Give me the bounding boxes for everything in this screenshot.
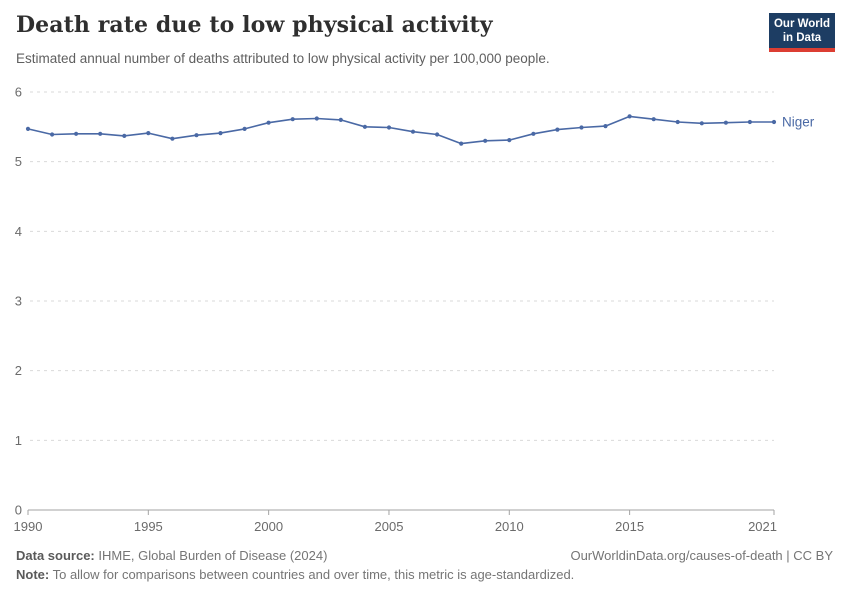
data-point xyxy=(218,131,223,136)
y-axis-label: 5 xyxy=(15,154,22,169)
x-axis-label: 2015 xyxy=(615,519,644,534)
data-point xyxy=(290,117,295,122)
owid-logo[interactable]: Our World in Data xyxy=(769,13,835,52)
data-point xyxy=(362,124,367,129)
x-axis-label: 2005 xyxy=(375,519,404,534)
note-value: To allow for comparisons between countri… xyxy=(49,567,575,582)
owid-logo-red-bar xyxy=(769,48,835,52)
owid-logo-line2: in Data xyxy=(782,32,822,44)
y-axis-label: 1 xyxy=(15,433,22,448)
data-point xyxy=(146,131,151,136)
data-point xyxy=(603,124,608,129)
data-point xyxy=(723,120,729,125)
data-point xyxy=(627,114,632,119)
x-axis-label: 1990 xyxy=(14,519,43,534)
x-axis-label: 1995 xyxy=(134,519,163,534)
x-axis-label: 2000 xyxy=(254,519,283,534)
data-point xyxy=(25,126,31,131)
note-text: Note: To allow for comparisons between c… xyxy=(16,567,574,582)
data-point xyxy=(314,116,319,121)
data-point xyxy=(459,141,464,146)
data-point xyxy=(410,129,416,134)
page-title: Death rate due to low physical activity xyxy=(16,12,493,38)
y-axis-label: 3 xyxy=(15,294,22,309)
data-point xyxy=(98,131,103,136)
data-point xyxy=(675,119,680,125)
data-point xyxy=(266,120,271,125)
data-line xyxy=(27,115,775,145)
owid-url-link[interactable]: OurWorldinData.org/causes-of-death | CC … xyxy=(570,548,833,563)
data-point xyxy=(194,133,199,138)
x-axis-label: 2021 xyxy=(748,519,777,534)
data-point xyxy=(555,127,560,132)
owid-logo-text: Our World in Data xyxy=(769,13,835,48)
data-point xyxy=(651,117,656,122)
data-point xyxy=(338,117,343,122)
y-axis-label: 6 xyxy=(15,85,22,100)
series-label: Niger xyxy=(782,114,815,129)
data-point xyxy=(579,125,584,130)
data-point xyxy=(531,131,536,136)
data-point xyxy=(483,138,488,143)
data-point xyxy=(122,133,127,138)
data-point xyxy=(771,119,777,125)
data-point xyxy=(699,121,704,126)
data-point xyxy=(747,119,753,125)
data-source-text: Data source: IHME, Global Burden of Dise… xyxy=(16,548,327,563)
data-point xyxy=(170,136,175,141)
data-point xyxy=(386,125,392,130)
data-source-value: IHME, Global Burden of Disease (2024) xyxy=(94,548,328,563)
chart-subtitle: Estimated annual number of deaths attrib… xyxy=(16,51,550,66)
note-label: Note: xyxy=(16,567,50,582)
line-chart: 0 1 2 3 4 5 6 1990 1995 2000 2005 2010 2015 2021 Niger xyxy=(14,85,815,535)
data-point xyxy=(50,132,55,137)
data-point xyxy=(74,131,79,136)
y-axis-label: 4 xyxy=(15,224,22,239)
x-axis-label: 2010 xyxy=(495,519,524,534)
y-axis-label: 2 xyxy=(15,363,22,378)
data-point xyxy=(507,138,512,143)
data-source-label: Data source: xyxy=(16,548,95,563)
y-axis-label: 0 xyxy=(15,503,22,518)
data-point xyxy=(435,132,440,137)
data-point xyxy=(242,126,247,131)
owid-logo-line1: Our World xyxy=(773,18,830,30)
